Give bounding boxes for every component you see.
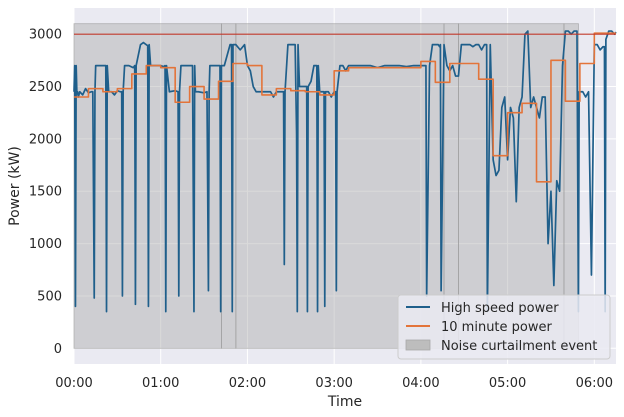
x-tick-label: 00:00 — [55, 376, 92, 391]
legend-swatch-noise-event — [405, 339, 431, 351]
x-axis-label: Time — [327, 394, 362, 410]
x-tick-label: 04:00 — [402, 376, 439, 391]
legend: High speed power 10 minute power Noise c… — [397, 294, 611, 360]
x-tick-label: 03:00 — [315, 376, 352, 391]
x-tick-label: 06:00 — [576, 376, 613, 391]
x-tick-label: 02:00 — [229, 376, 266, 391]
x-tick-labels: 00:00 01:00 02:00 03:00 04:00 05:00 06:00 — [55, 376, 613, 391]
y-axis-label: Power (kW) — [7, 146, 23, 226]
ten-minute-power-line — [74, 32, 616, 183]
y-tick-label: 0 — [54, 342, 62, 357]
y-tick-label: 3000 — [29, 28, 62, 43]
y-tick-labels: 0 500 1000 1500 2000 2500 3000 — [29, 28, 62, 357]
x-tick-label: 01:00 — [142, 376, 179, 391]
legend-label-high-speed: High speed power — [441, 301, 559, 316]
y-tick-label: 2500 — [29, 80, 62, 95]
legend-label-noise-event: Noise curtailment event — [441, 339, 597, 354]
legend-label-10-minute: 10 minute power — [441, 320, 552, 335]
y-tick-label: 2000 — [29, 132, 62, 147]
y-tick-label: 1500 — [29, 185, 62, 200]
noise-curtailment-region — [235, 23, 445, 349]
y-tick-label: 500 — [37, 289, 62, 304]
legend-box — [397, 294, 611, 360]
x-tick-label: 05:00 — [489, 376, 526, 391]
y-tick-label: 1000 — [29, 237, 62, 252]
